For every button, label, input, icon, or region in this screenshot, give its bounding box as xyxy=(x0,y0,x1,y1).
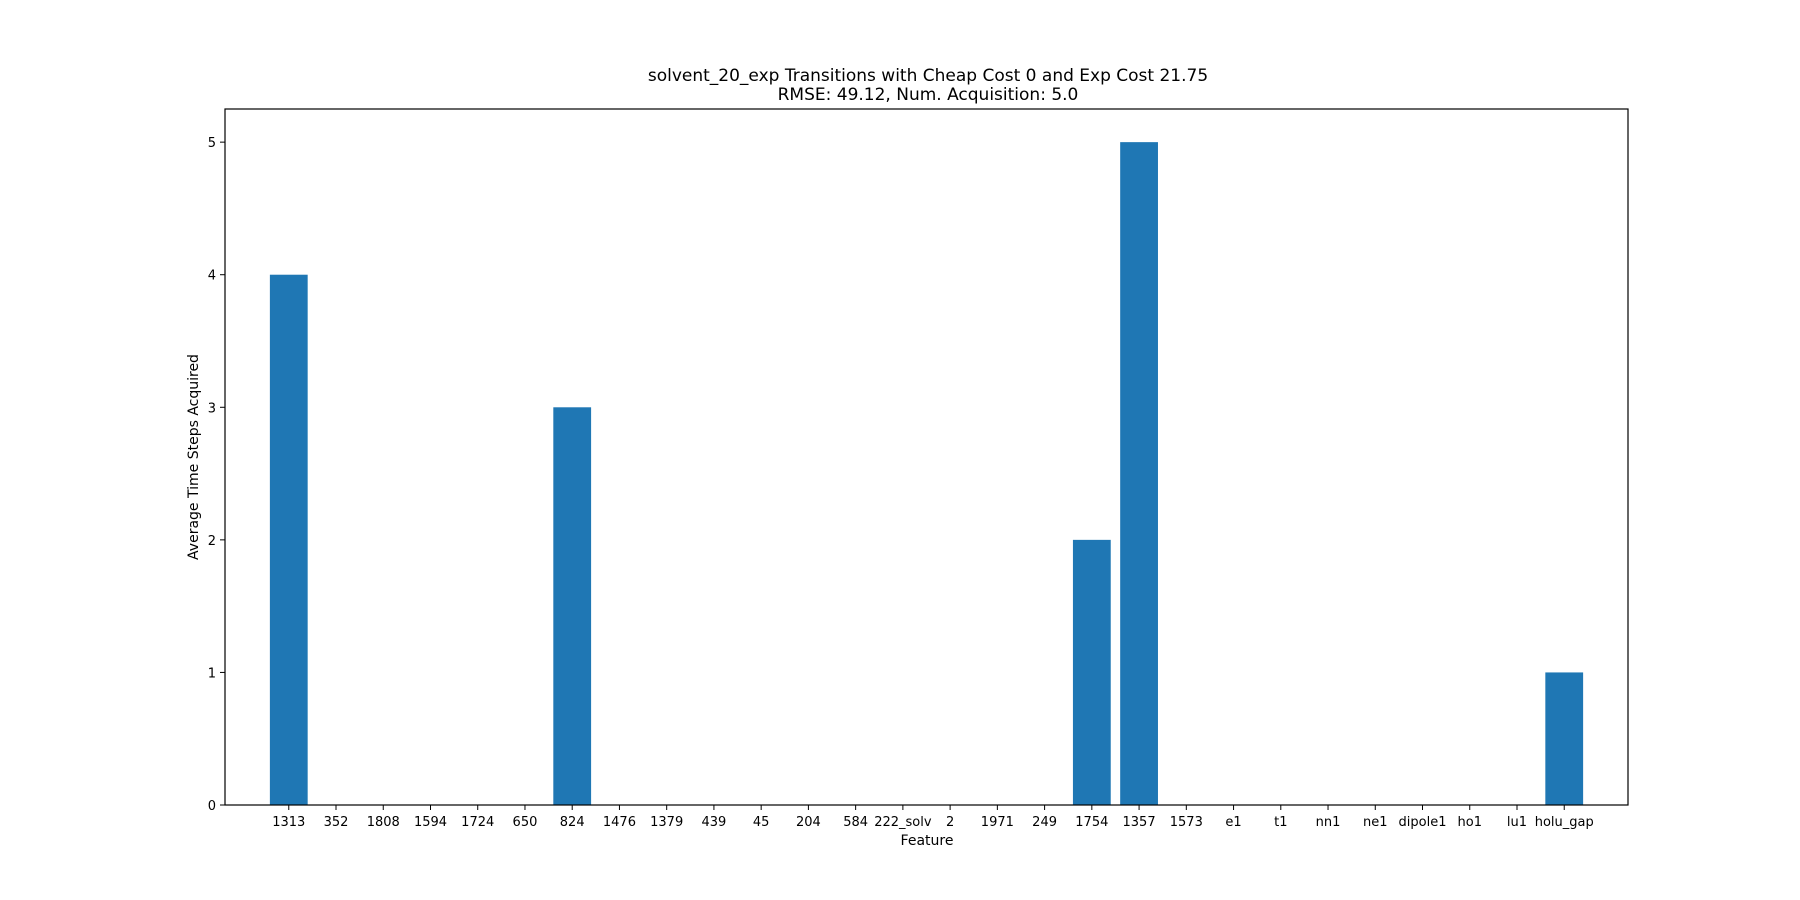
x-tick-label: 1724 xyxy=(461,815,494,830)
x-tick-label: t1 xyxy=(1274,815,1287,830)
x-tick-label: 824 xyxy=(560,815,585,830)
y-tick-label: 2 xyxy=(208,534,216,549)
y-tick-label: 0 xyxy=(208,799,216,814)
y-axis: 0 1 2 3 4 5 xyxy=(208,136,225,814)
x-tick-label: nn1 xyxy=(1316,815,1341,830)
x-tick-label: 249 xyxy=(1032,815,1057,830)
x-tick-label: 1379 xyxy=(650,815,683,830)
chart-title: solvent_20_exp Transitions with Cheap Co… xyxy=(648,66,1208,86)
y-tick-label: 3 xyxy=(208,401,216,416)
x-tick-label: 584 xyxy=(843,815,868,830)
chart-subtitle: RMSE: 49.12, Num. Acquisition: 5.0 xyxy=(778,85,1079,105)
x-tick-label: e1 xyxy=(1225,815,1241,830)
x-tick-label: ne1 xyxy=(1363,815,1388,830)
bar-holu_gap xyxy=(1545,672,1584,805)
x-tick-label: 204 xyxy=(796,815,821,830)
y-tick-label: 5 xyxy=(208,136,216,151)
x-tick-label: 1754 xyxy=(1075,815,1108,830)
x-tick-label: 1313 xyxy=(272,815,305,830)
bar-1357 xyxy=(1120,142,1158,805)
x-tick-label: holu_gap xyxy=(1535,815,1594,830)
x-tick-label: 2 xyxy=(946,815,954,830)
x-tick-label: 1971 xyxy=(981,815,1014,830)
x-tick-label: ho1 xyxy=(1458,815,1482,830)
x-axis: 1313 352 1808 1594 1724 650 824 1476 1379 439 45 20… xyxy=(272,805,1594,830)
y-axis-label: Average Time Steps Acquired xyxy=(186,354,202,560)
x-tick-label: 352 xyxy=(324,815,349,830)
y-tick-label: 4 xyxy=(208,269,216,284)
plot-area-frame xyxy=(224,108,1629,806)
x-tick-label: 1808 xyxy=(367,815,400,830)
x-axis-label: Feature xyxy=(901,833,954,849)
x-tick-label: dipole1 xyxy=(1399,815,1447,830)
bars-group xyxy=(269,142,1584,806)
bar-824 xyxy=(553,407,592,805)
y-tick-label: 1 xyxy=(208,666,216,681)
x-tick-label: 222_solv xyxy=(874,815,932,830)
x-tick-label: 1476 xyxy=(603,815,636,830)
x-tick-label: 439 xyxy=(702,815,727,830)
x-tick-label: lu1 xyxy=(1507,815,1527,830)
x-tick-label: 650 xyxy=(513,815,538,830)
bar-1754 xyxy=(1072,539,1111,805)
x-tick-label: 1594 xyxy=(414,815,447,830)
bar-1313 xyxy=(269,274,308,806)
x-tick-label: 1357 xyxy=(1123,815,1156,830)
x-tick-label: 1573 xyxy=(1170,815,1203,830)
x-tick-label: 45 xyxy=(753,815,770,830)
